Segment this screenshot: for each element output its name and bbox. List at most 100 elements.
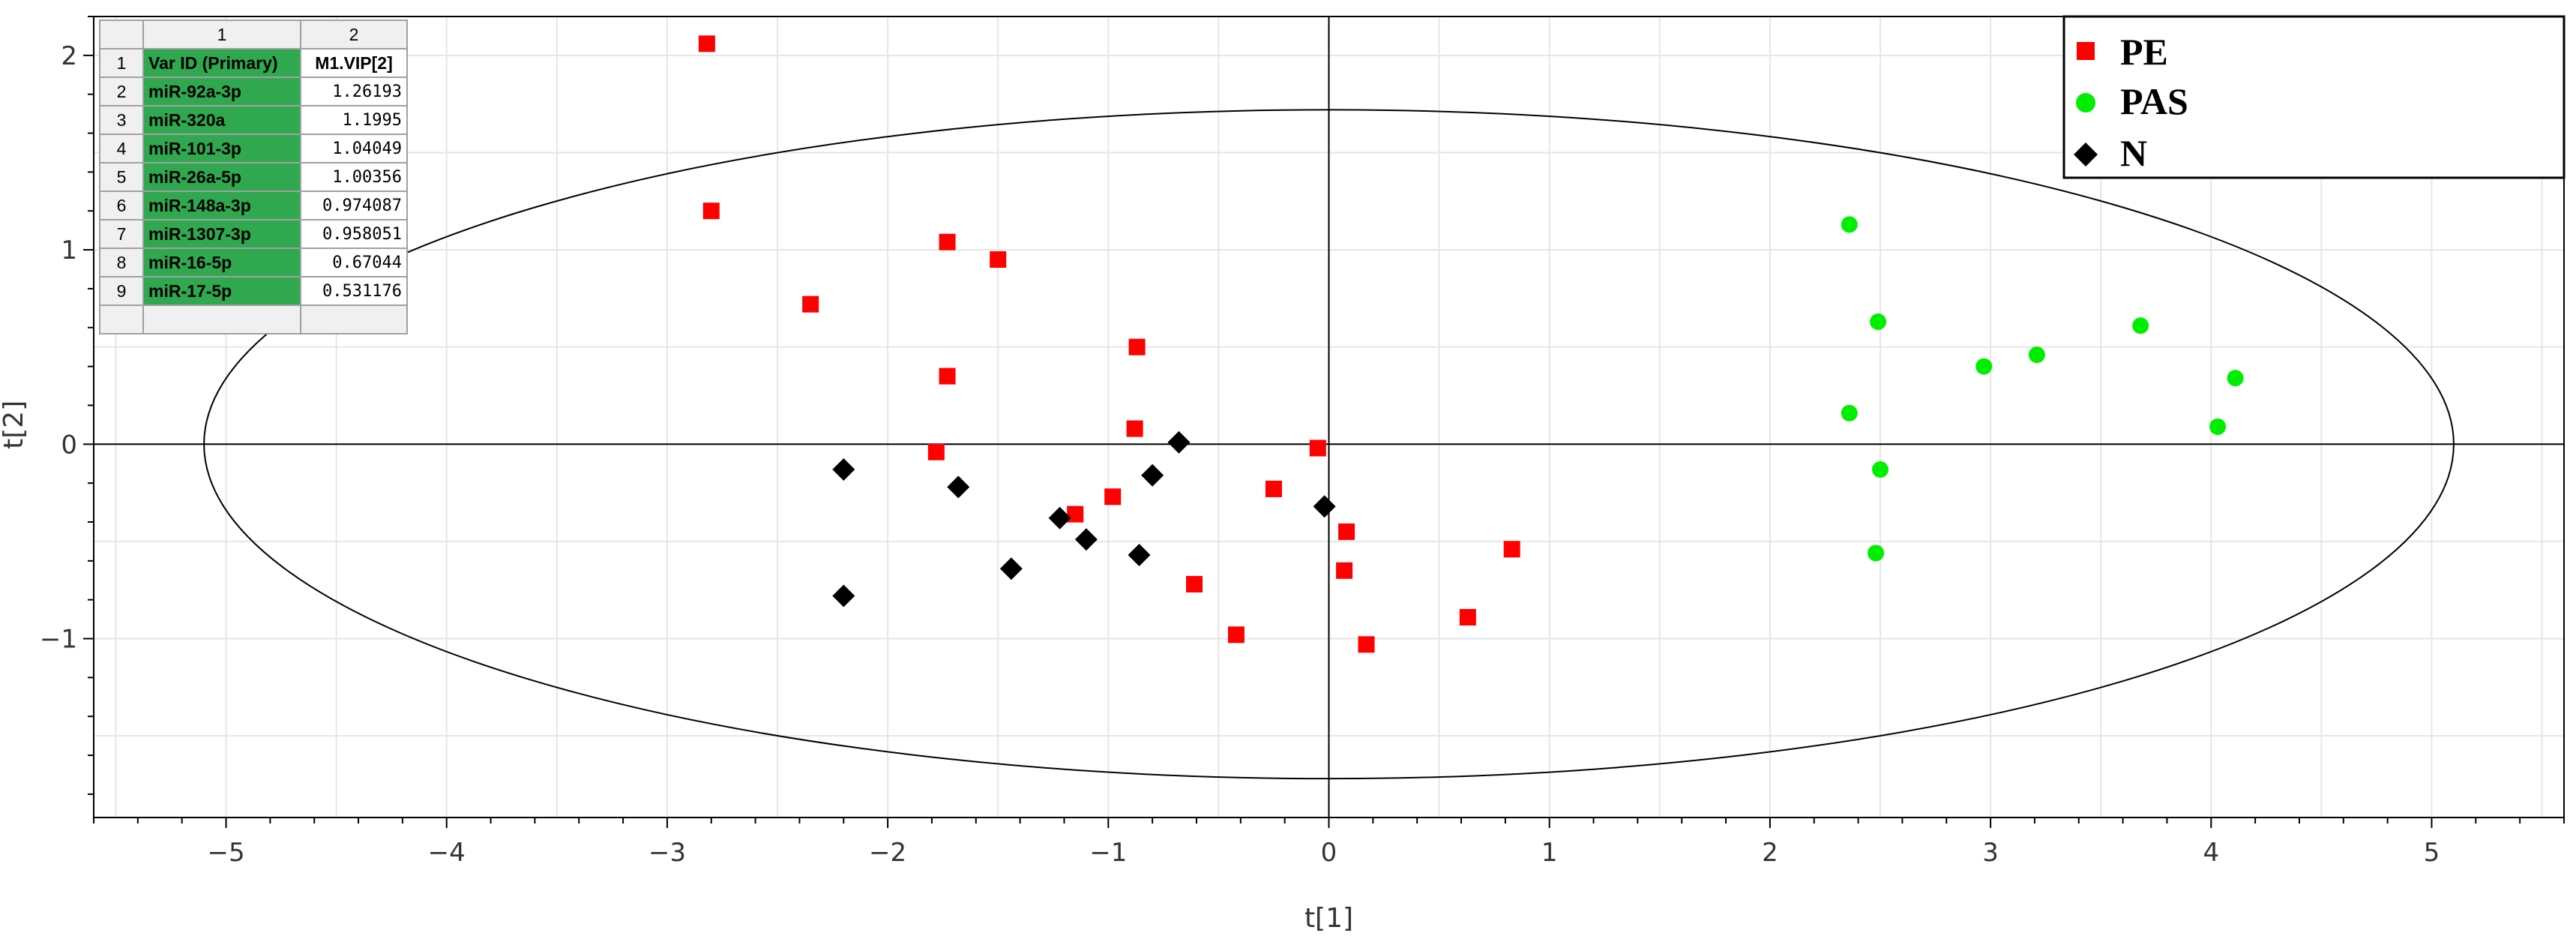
vip-table-rownum: 8	[99, 248, 144, 278]
y-tick-label: 2	[61, 41, 77, 71]
table-row: 6 miR-148a-3p 0.974087	[99, 190, 408, 220]
data-point-pe	[1459, 609, 1476, 626]
data-point-pas	[2028, 346, 2045, 364]
table-row: 8 miR-16-5p 0.67044	[99, 248, 408, 278]
data-point-n	[999, 557, 1023, 580]
x-tick-label: 4	[2203, 838, 2219, 868]
vip-table-var-id: miR-26a-5p	[142, 162, 301, 192]
x-tick-label: −3	[648, 838, 686, 868]
x-tick-label: 1	[1541, 838, 1558, 868]
x-tick-label: −4	[428, 838, 466, 868]
data-point-n	[1074, 528, 1098, 551]
data-point-pe	[1104, 488, 1122, 506]
vip-table-var-id: miR-320a	[142, 105, 301, 135]
legend-label-pas: PAS	[2120, 80, 2188, 122]
data-point-n	[832, 458, 855, 481]
vip-table-vip-value: 1.00356	[300, 162, 408, 192]
data-point-n	[832, 584, 855, 608]
legend: PE PAS N	[2062, 15, 2566, 179]
vip-table-var-id: miR-17-5p	[142, 276, 301, 306]
data-point-n	[947, 476, 970, 499]
data-point-pe	[1067, 506, 1084, 523]
data-point-pe	[1186, 575, 1203, 592]
x-tick-label: 3	[1982, 838, 1999, 868]
vip-table-rownum: 7	[99, 219, 144, 249]
legend-box	[2062, 15, 2566, 179]
table-row: 3 miR-320a 1.1995	[99, 105, 408, 135]
data-point-pe	[802, 296, 819, 313]
vip-table: 1 2 1 Var ID (Primary) M1.VIP[2] 2 miR-9…	[99, 20, 408, 334]
data-point-pe	[1126, 420, 1143, 437]
vip-table-vip-value: 0.531176	[300, 276, 408, 306]
vip-table-var-id: miR-101-3p	[142, 134, 301, 164]
y-tick-label: −1	[40, 625, 77, 655]
data-point-pas	[1870, 313, 1887, 330]
data-point-pe	[1265, 480, 1282, 497]
data-point-n	[1141, 464, 1164, 487]
legend-marker-pe	[2077, 42, 2095, 60]
x-tick-label: −1	[1089, 838, 1127, 868]
data-point-pe	[990, 251, 1007, 268]
vip-table-var-id: miR-148a-3p	[142, 190, 301, 220]
vip-table-empty-cell	[300, 304, 408, 334]
y-tick-label: 1	[61, 236, 77, 266]
data-point-pe	[1128, 338, 1146, 356]
data-point-pe	[1503, 541, 1520, 558]
vip-table-corner	[99, 20, 144, 50]
legend-label-n: N	[2120, 132, 2147, 174]
data-point-pas	[1868, 544, 1885, 562]
data-point-pas	[2227, 370, 2244, 387]
vip-table-vip-value: 1.04049	[300, 134, 408, 164]
data-point-n	[1313, 495, 1336, 518]
vip-table-empty-row	[99, 304, 408, 334]
x-axis-title: t[1]	[1304, 903, 1353, 934]
data-point-pe	[702, 202, 720, 220]
x-tick-label: 5	[2424, 838, 2440, 868]
x-tick-label: 2	[1762, 838, 1778, 868]
table-row: 5 miR-26a-5p 1.00356	[99, 162, 408, 192]
data-point-n	[1048, 506, 1071, 530]
vip-table-empty-cell	[99, 304, 144, 334]
table-row: 9 miR-17-5p 0.531176	[99, 276, 408, 306]
data-point-pe	[939, 233, 956, 250]
y-tick-label: 0	[61, 430, 77, 460]
vip-table-rownum: 2	[99, 76, 144, 106]
vip-table-var-id: miR-92a-3p	[142, 76, 301, 106]
vip-table-header-vip: M1.VIP[2]	[300, 48, 408, 78]
vip-table-vip-value: 1.26193	[300, 76, 408, 106]
data-point-pas	[1841, 216, 1858, 233]
vip-table-vip-value: 1.1995	[300, 105, 408, 135]
vip-table-empty-cell	[142, 304, 301, 334]
table-row: 4 miR-101-3p 1.04049	[99, 134, 408, 164]
vip-table-var-id: miR-16-5p	[142, 248, 301, 278]
vip-table-rownum: 3	[99, 105, 144, 135]
vip-table-colnum-1: 1	[142, 20, 301, 50]
y-axis-title: t[2]	[0, 400, 29, 449]
vip-table-rownum: 5	[99, 162, 144, 192]
data-point-pe	[1227, 626, 1245, 644]
data-point-pas	[2209, 418, 2227, 435]
data-point-pe	[1338, 523, 1355, 540]
data-point-pe	[939, 368, 956, 385]
vip-table-vip-value: 0.974087	[300, 190, 408, 220]
vip-table-rownum: 1	[99, 48, 144, 78]
data-point-pe	[927, 443, 945, 460]
vip-table-rownum: 6	[99, 190, 144, 220]
vip-table-var-id: miR-1307-3p	[142, 219, 301, 249]
legend-marker-pas	[2076, 93, 2095, 112]
x-tick-label: −2	[869, 838, 906, 868]
table-row: 2 miR-92a-3p 1.26193	[99, 76, 408, 106]
data-point-pe	[1358, 636, 1375, 653]
data-points	[698, 35, 2244, 653]
table-row: 7 miR-1307-3p 0.958051	[99, 219, 408, 249]
data-point-n	[1167, 430, 1191, 454]
vip-table-vip-value: 0.67044	[300, 248, 408, 278]
data-point-pas	[2132, 317, 2149, 334]
data-point-pe	[1336, 562, 1353, 579]
vip-table-rownum: 4	[99, 134, 144, 164]
vip-table-rownum: 9	[99, 276, 144, 306]
x-tick-label: 0	[1321, 838, 1337, 868]
data-point-pe	[698, 35, 715, 52]
